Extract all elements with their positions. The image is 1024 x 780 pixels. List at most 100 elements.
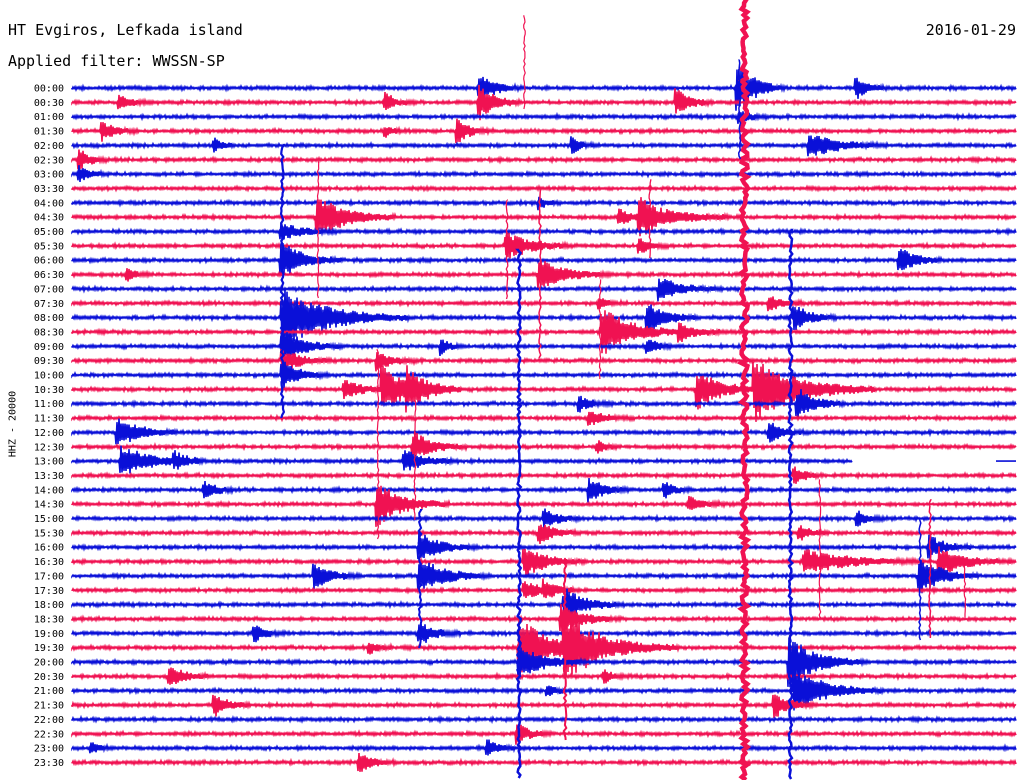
trace-line [71, 184, 1017, 193]
trace-line [71, 222, 1017, 240]
event-spike [736, 0, 752, 780]
trace-line [71, 165, 1017, 182]
row-time-label: 15:00 [34, 514, 64, 525]
row-time-label: 11:00 [34, 399, 64, 410]
trace-line [71, 361, 1017, 390]
trace-line [71, 604, 1017, 633]
trace-line [71, 623, 1017, 643]
event-spike [316, 159, 320, 299]
event-spike [376, 349, 380, 540]
row-time-label: 00:30 [34, 98, 64, 109]
trace-line [71, 531, 1017, 560]
trace-line [71, 278, 1017, 302]
trace-line [71, 739, 1017, 756]
event-spike [737, 59, 742, 160]
trace-line [71, 418, 1017, 445]
event-spike [963, 559, 967, 620]
trace-line [71, 310, 1017, 354]
trace-line [71, 508, 1017, 529]
trace-line [71, 68, 1017, 111]
trace-line [71, 694, 1017, 718]
event-spike [818, 479, 822, 619]
trace-line [71, 243, 1017, 277]
row-time-label: 03:00 [34, 170, 64, 181]
event-spike [417, 509, 423, 649]
trace-line [71, 445, 1016, 474]
event-spike [648, 179, 652, 259]
row-time-label: 12:00 [34, 428, 64, 439]
row-time-label: 03:30 [34, 184, 64, 195]
row-time-label: 16:30 [34, 557, 64, 568]
row-time-label: 13:30 [34, 471, 64, 482]
row-time-label: 11:30 [34, 414, 64, 425]
trace-line [71, 667, 1017, 685]
trace-line [71, 135, 1017, 157]
event-spike [918, 519, 922, 641]
trace-line [71, 260, 1017, 291]
event-spike [928, 499, 932, 639]
trace-line [71, 432, 1017, 461]
trace-line [71, 296, 1017, 312]
trace-line [71, 670, 1017, 711]
event-spike [598, 279, 602, 380]
trace-line [71, 588, 1017, 620]
row-time-label: 10:30 [34, 385, 64, 396]
row-time-label: 10:00 [34, 371, 64, 382]
event-spike [523, 15, 526, 110]
trace-line [71, 524, 1017, 545]
row-time-label: 19:00 [34, 629, 64, 640]
row-time-label: 08:00 [34, 313, 64, 324]
event-spike [515, 248, 523, 779]
row-time-label: 08:30 [34, 327, 64, 338]
trace-line [71, 411, 1017, 426]
event-spike [505, 199, 509, 300]
row-time-label: 07:00 [34, 284, 64, 295]
trace-line [71, 724, 1017, 745]
row-time-label: 06:00 [34, 256, 64, 267]
row-time-label: 12:30 [34, 442, 64, 453]
row-time-label: 17:30 [34, 586, 64, 597]
row-time-label: 22:30 [34, 729, 64, 740]
row-time-label: 19:30 [34, 643, 64, 654]
row-time-label: 05:30 [34, 241, 64, 252]
trace-line [71, 111, 1017, 125]
row-time-label: 04:30 [34, 213, 64, 224]
trace-line [71, 559, 1017, 594]
row-time-label: 14:00 [34, 485, 64, 496]
row-time-label: 21:30 [34, 701, 64, 712]
row-time-label: 18:30 [34, 614, 64, 625]
row-time-label: 20:00 [34, 658, 64, 669]
trace-line [71, 118, 1017, 144]
trace-line [71, 348, 1017, 373]
trace-line [71, 485, 1017, 527]
row-time-label: 07:30 [34, 299, 64, 310]
row-time-label: 22:00 [34, 715, 64, 726]
row-time-label: 09:00 [34, 342, 64, 353]
row-time-label: 16:00 [34, 543, 64, 554]
trace-layer [71, 0, 1017, 780]
trace-line [71, 196, 1017, 211]
trace-line [71, 331, 1017, 364]
trace-line [71, 288, 1017, 347]
row-time-label: 21:00 [34, 686, 64, 697]
trace-line [71, 84, 1017, 121]
row-time-label: 02:00 [34, 141, 64, 152]
row-time-label: 23:30 [34, 758, 64, 769]
trace-line [71, 197, 1017, 237]
trace-line [71, 149, 1017, 170]
event-spike [413, 399, 417, 521]
row-time-label: 02:30 [34, 155, 64, 166]
event-spike [787, 228, 794, 780]
trace-line [71, 478, 1017, 503]
row-time-label: 05:00 [34, 227, 64, 238]
filter-label: Applied filter: WWSSN-SP [8, 52, 225, 70]
trace-line [71, 637, 1017, 688]
row-time-label: 01:30 [34, 127, 64, 138]
trace-line [71, 578, 1017, 599]
trace-line [71, 546, 1017, 578]
trace-line [71, 714, 1017, 725]
event-spike [538, 189, 542, 359]
row-time-label: 09:30 [34, 356, 64, 367]
trace-line [71, 361, 1017, 422]
